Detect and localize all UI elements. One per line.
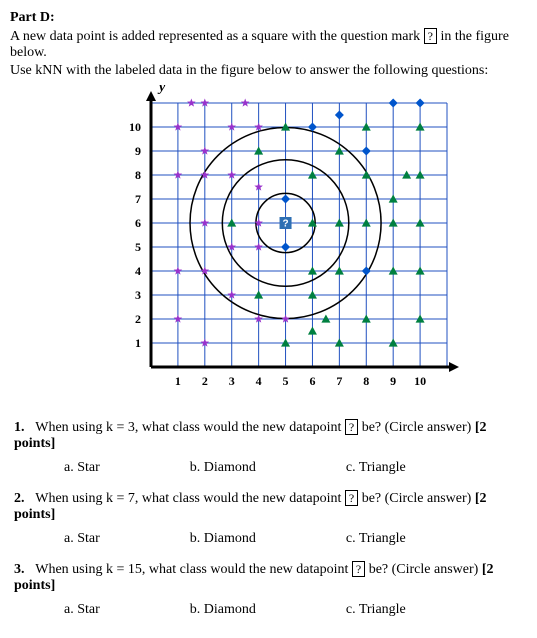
svg-text:6: 6 bbox=[135, 216, 141, 230]
q3-options: a. Star b. Diamond c. Triangle bbox=[14, 602, 523, 618]
svg-text:2: 2 bbox=[135, 312, 141, 326]
svg-text:8: 8 bbox=[135, 168, 141, 182]
part-header: Part D: A new data point is added repres… bbox=[10, 10, 527, 79]
q2-post: be? (Circle answer) bbox=[358, 491, 475, 506]
q2-opt-b: b. Diamond bbox=[190, 531, 256, 547]
q1-opt-c: c. Triangle bbox=[346, 460, 406, 476]
questions: 1. When using k = 3, what class would th… bbox=[10, 419, 527, 618]
q2-num: 2. bbox=[14, 491, 32, 507]
q3-num: 3. bbox=[14, 562, 32, 578]
question-3: 3. When using k = 15, what class would t… bbox=[14, 561, 523, 618]
q2-opt-c: c. Triangle bbox=[346, 531, 406, 547]
knn-chart: 1234567891012345678910Xy? bbox=[79, 85, 459, 405]
q3-post: be? (Circle answer) bbox=[365, 562, 482, 577]
svg-text:5: 5 bbox=[282, 374, 288, 388]
q3-text: 3. When using k = 15, what class would t… bbox=[14, 561, 523, 594]
q2-options: a. Star b. Diamond c. Triangle bbox=[14, 531, 523, 547]
svg-text:3: 3 bbox=[228, 374, 234, 388]
chart-svg: 1234567891012345678910Xy? bbox=[79, 85, 459, 405]
question-1: 1. When using k = 3, what class would th… bbox=[14, 419, 523, 476]
svg-text:6: 6 bbox=[309, 374, 315, 388]
intro-1a: A new data point is added represented as… bbox=[10, 29, 424, 44]
svg-text:9: 9 bbox=[135, 144, 141, 158]
question-mark-icon: ? bbox=[352, 561, 365, 577]
svg-text:7: 7 bbox=[135, 192, 141, 206]
question-2: 2. When using k = 7, what class would th… bbox=[14, 490, 523, 547]
svg-text:4: 4 bbox=[255, 374, 261, 388]
svg-text:1: 1 bbox=[135, 336, 141, 350]
q3-opt-b: b. Diamond bbox=[190, 602, 256, 618]
q1-opt-b: b. Diamond bbox=[190, 460, 256, 476]
q1-pre: When using k = 3, what class would the n… bbox=[35, 420, 345, 435]
svg-text:y: y bbox=[157, 85, 166, 95]
q1-opt-a: a. Star bbox=[64, 460, 100, 476]
svg-text:5: 5 bbox=[135, 240, 141, 254]
svg-text:2: 2 bbox=[201, 374, 207, 388]
question-mark-icon: ? bbox=[345, 490, 358, 506]
q2-pre: When using k = 7, what class would the n… bbox=[35, 491, 345, 506]
q2-text: 2. When using k = 7, what class would th… bbox=[14, 490, 523, 523]
svg-text:4: 4 bbox=[135, 264, 141, 278]
question-mark-icon: ? bbox=[424, 28, 437, 44]
q1-num: 1. bbox=[14, 420, 32, 436]
intro-line-2: Use kNN with the labeled data in the fig… bbox=[10, 63, 527, 79]
q2-opt-a: a. Star bbox=[64, 531, 100, 547]
part-title: Part D: bbox=[10, 10, 527, 26]
q3-opt-a: a. Star bbox=[64, 602, 100, 618]
q1-text: 1. When using k = 3, what class would th… bbox=[14, 419, 523, 452]
svg-text:8: 8 bbox=[363, 374, 369, 388]
svg-text:10: 10 bbox=[129, 120, 141, 134]
svg-text:3: 3 bbox=[135, 288, 141, 302]
svg-text:10: 10 bbox=[414, 374, 426, 388]
q3-pre: When using k = 15, what class would the … bbox=[35, 562, 352, 577]
question-mark-icon: ? bbox=[345, 419, 358, 435]
svg-text:1: 1 bbox=[174, 374, 180, 388]
q3-opt-c: c. Triangle bbox=[346, 602, 406, 618]
svg-text:7: 7 bbox=[336, 374, 342, 388]
svg-text:?: ? bbox=[282, 219, 288, 230]
intro-line-1: A new data point is added represented as… bbox=[10, 28, 527, 61]
q1-post: be? (Circle answer) bbox=[358, 420, 475, 435]
svg-text:9: 9 bbox=[390, 374, 396, 388]
q1-options: a. Star b. Diamond c. Triangle bbox=[14, 460, 523, 476]
